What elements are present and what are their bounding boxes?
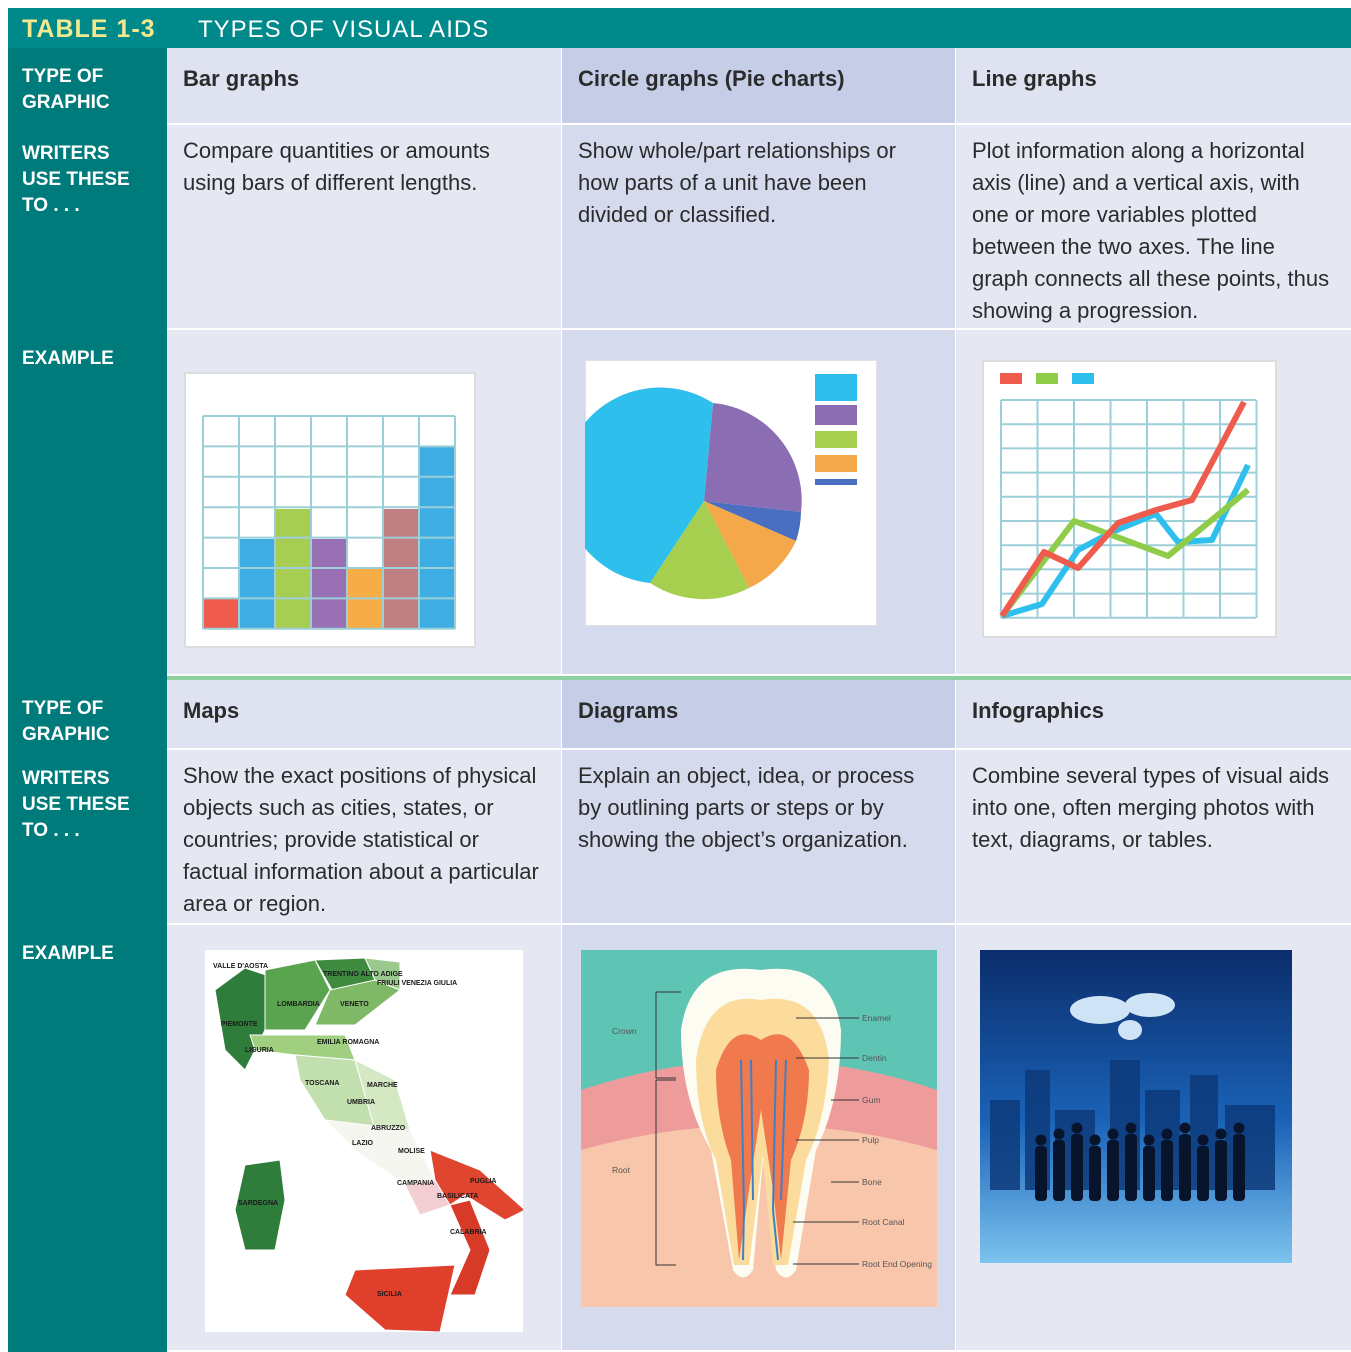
lines [999, 400, 1251, 619]
column-heading: Circle graphs (Pie charts) [562, 48, 956, 125]
row-label: EXAMPLE [22, 348, 114, 369]
map-label: VENETO [340, 1001, 369, 1008]
world-map [1070, 993, 1175, 1040]
map-label: SARDEGNA [238, 1200, 278, 1207]
row-label: TYPE OF GRAPHIC [22, 698, 110, 745]
map-label: LOMBARDIA [277, 1001, 320, 1008]
grid [202, 415, 456, 630]
row-label: WRITERS USE THESE TO . . . [22, 143, 130, 216]
map-label: MARCHE [367, 1082, 398, 1089]
map-label: ABRUZZO [371, 1125, 406, 1132]
description-cell: Explain an object, idea, or process by o… [562, 750, 956, 925]
legend [1000, 373, 1094, 384]
map-label: CALABRIA [450, 1229, 487, 1236]
diagram-label: Root [612, 1165, 631, 1175]
table-title: TYPES OF VISUAL AIDS [198, 16, 490, 43]
table-number: TABLE 1-3 [22, 15, 156, 43]
diagram-label: Dentin [862, 1053, 887, 1063]
map-label: FRIULI VENEZIA GIULIA [377, 980, 457, 987]
frame [982, 360, 1277, 638]
diagram-label: Crown [612, 1026, 637, 1036]
map-labels: VALLE D'AOSTA TRENTINO ALTO ADIGE FRIULI V… [213, 963, 496, 1298]
diagram-illustration: Crown Root Enamel Dentin Gum Pulp Bone Root Can… [581, 950, 937, 1307]
pie-chart-illustration [585, 360, 877, 626]
map-label: BASILICATA [437, 1193, 478, 1200]
pie [585, 387, 802, 600]
tooth [681, 968, 841, 1278]
map-label: VALLE D'AOSTA [213, 963, 268, 970]
line-graph-illustration [982, 360, 1277, 638]
row-label: TYPE OF GRAPHIC [22, 66, 110, 113]
map-illustration: VALLE D'AOSTA TRENTINO ALTO ADIGE FRIULI V… [205, 950, 523, 1332]
map-label: TOSCANA [305, 1080, 339, 1087]
diagram-label: Bone [862, 1177, 882, 1187]
leader-lines [655, 991, 859, 1266]
diagram-label: Enamel [862, 1013, 891, 1023]
diagram-label: Root End Opening [862, 1259, 932, 1269]
column-heading: Line graphs [956, 48, 1351, 125]
row-label: WRITERS USE THESE TO . . . [22, 768, 130, 841]
map-label: EMILIA ROMAGNA [317, 1039, 379, 1046]
description-cell: Show whole/part relationships or how par… [562, 125, 956, 330]
map-label: LAZIO [352, 1140, 374, 1147]
row-label-column [8, 48, 167, 1352]
map-label: PUGLIA [470, 1178, 496, 1185]
description-cell: Show the exact positions of physical obj… [167, 750, 562, 925]
grid [1000, 399, 1258, 619]
column-heading: Maps [167, 680, 562, 750]
map-label: MOLISE [398, 1148, 425, 1155]
column-heading: Infographics [956, 680, 1351, 750]
map-label: TRENTINO ALTO ADIGE [323, 971, 403, 978]
column-heading: Diagrams [562, 680, 956, 750]
regions [214, 957, 523, 1332]
description-cell: Plot information along a horizontal axis… [956, 125, 1351, 330]
map-label: UMBRIA [347, 1099, 375, 1106]
title-bar: TABLE 1-3 TYPES OF VISUAL AIDS [8, 8, 1351, 48]
row-label: EXAMPLE [22, 943, 114, 964]
diagram-label: Root Canal [862, 1217, 905, 1227]
map-label: PIEMONTE [221, 1021, 258, 1028]
section-divider [167, 676, 1351, 680]
map-label: SICILIA [377, 1291, 402, 1298]
diagram-labels: Crown Root Enamel Dentin Gum Pulp Bone Root Can… [612, 1013, 932, 1269]
map-label: CAMPANIA [397, 1180, 434, 1187]
map-label: LIGURIA [245, 1047, 274, 1054]
description-cell: Compare quantities or amounts using bars… [167, 125, 562, 330]
diagram-label: Pulp [862, 1135, 879, 1145]
description-cell: Combine several types of visual aids int… [956, 750, 1351, 925]
infographic-illustration [980, 950, 1292, 1263]
legend [815, 374, 857, 485]
diagram-label: Gum [862, 1095, 880, 1105]
column-heading: Bar graphs [167, 48, 562, 125]
bar-graph-illustration [184, 372, 476, 648]
silhouettes [1035, 1122, 1245, 1201]
